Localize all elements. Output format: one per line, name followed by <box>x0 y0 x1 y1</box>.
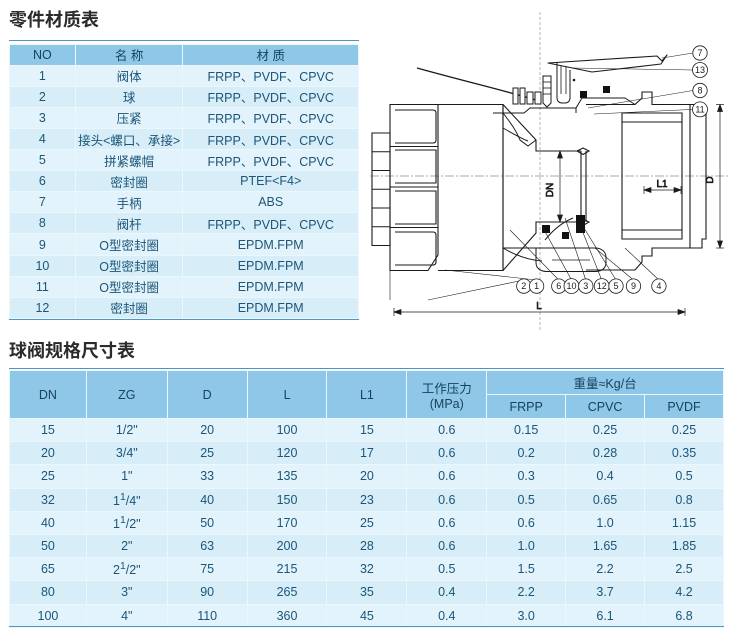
svg-text:1: 1 <box>534 281 539 291</box>
svg-text:D: D <box>705 176 716 183</box>
svg-text:DN: DN <box>545 183 556 197</box>
svg-text:5: 5 <box>613 281 618 291</box>
svg-text:L: L <box>536 301 542 312</box>
svg-text:2: 2 <box>521 281 526 291</box>
svg-text:12: 12 <box>597 281 607 291</box>
svg-text:L1: L1 <box>656 179 668 190</box>
svg-text:4: 4 <box>656 281 661 291</box>
svg-text:8: 8 <box>697 86 702 96</box>
svg-text:7: 7 <box>697 48 702 58</box>
svg-text:13: 13 <box>695 65 705 75</box>
svg-text:10: 10 <box>566 281 576 291</box>
svg-text:6: 6 <box>556 281 561 291</box>
svg-text:11: 11 <box>695 104 704 114</box>
svg-text:3: 3 <box>583 281 588 291</box>
svg-text:9: 9 <box>631 281 636 291</box>
